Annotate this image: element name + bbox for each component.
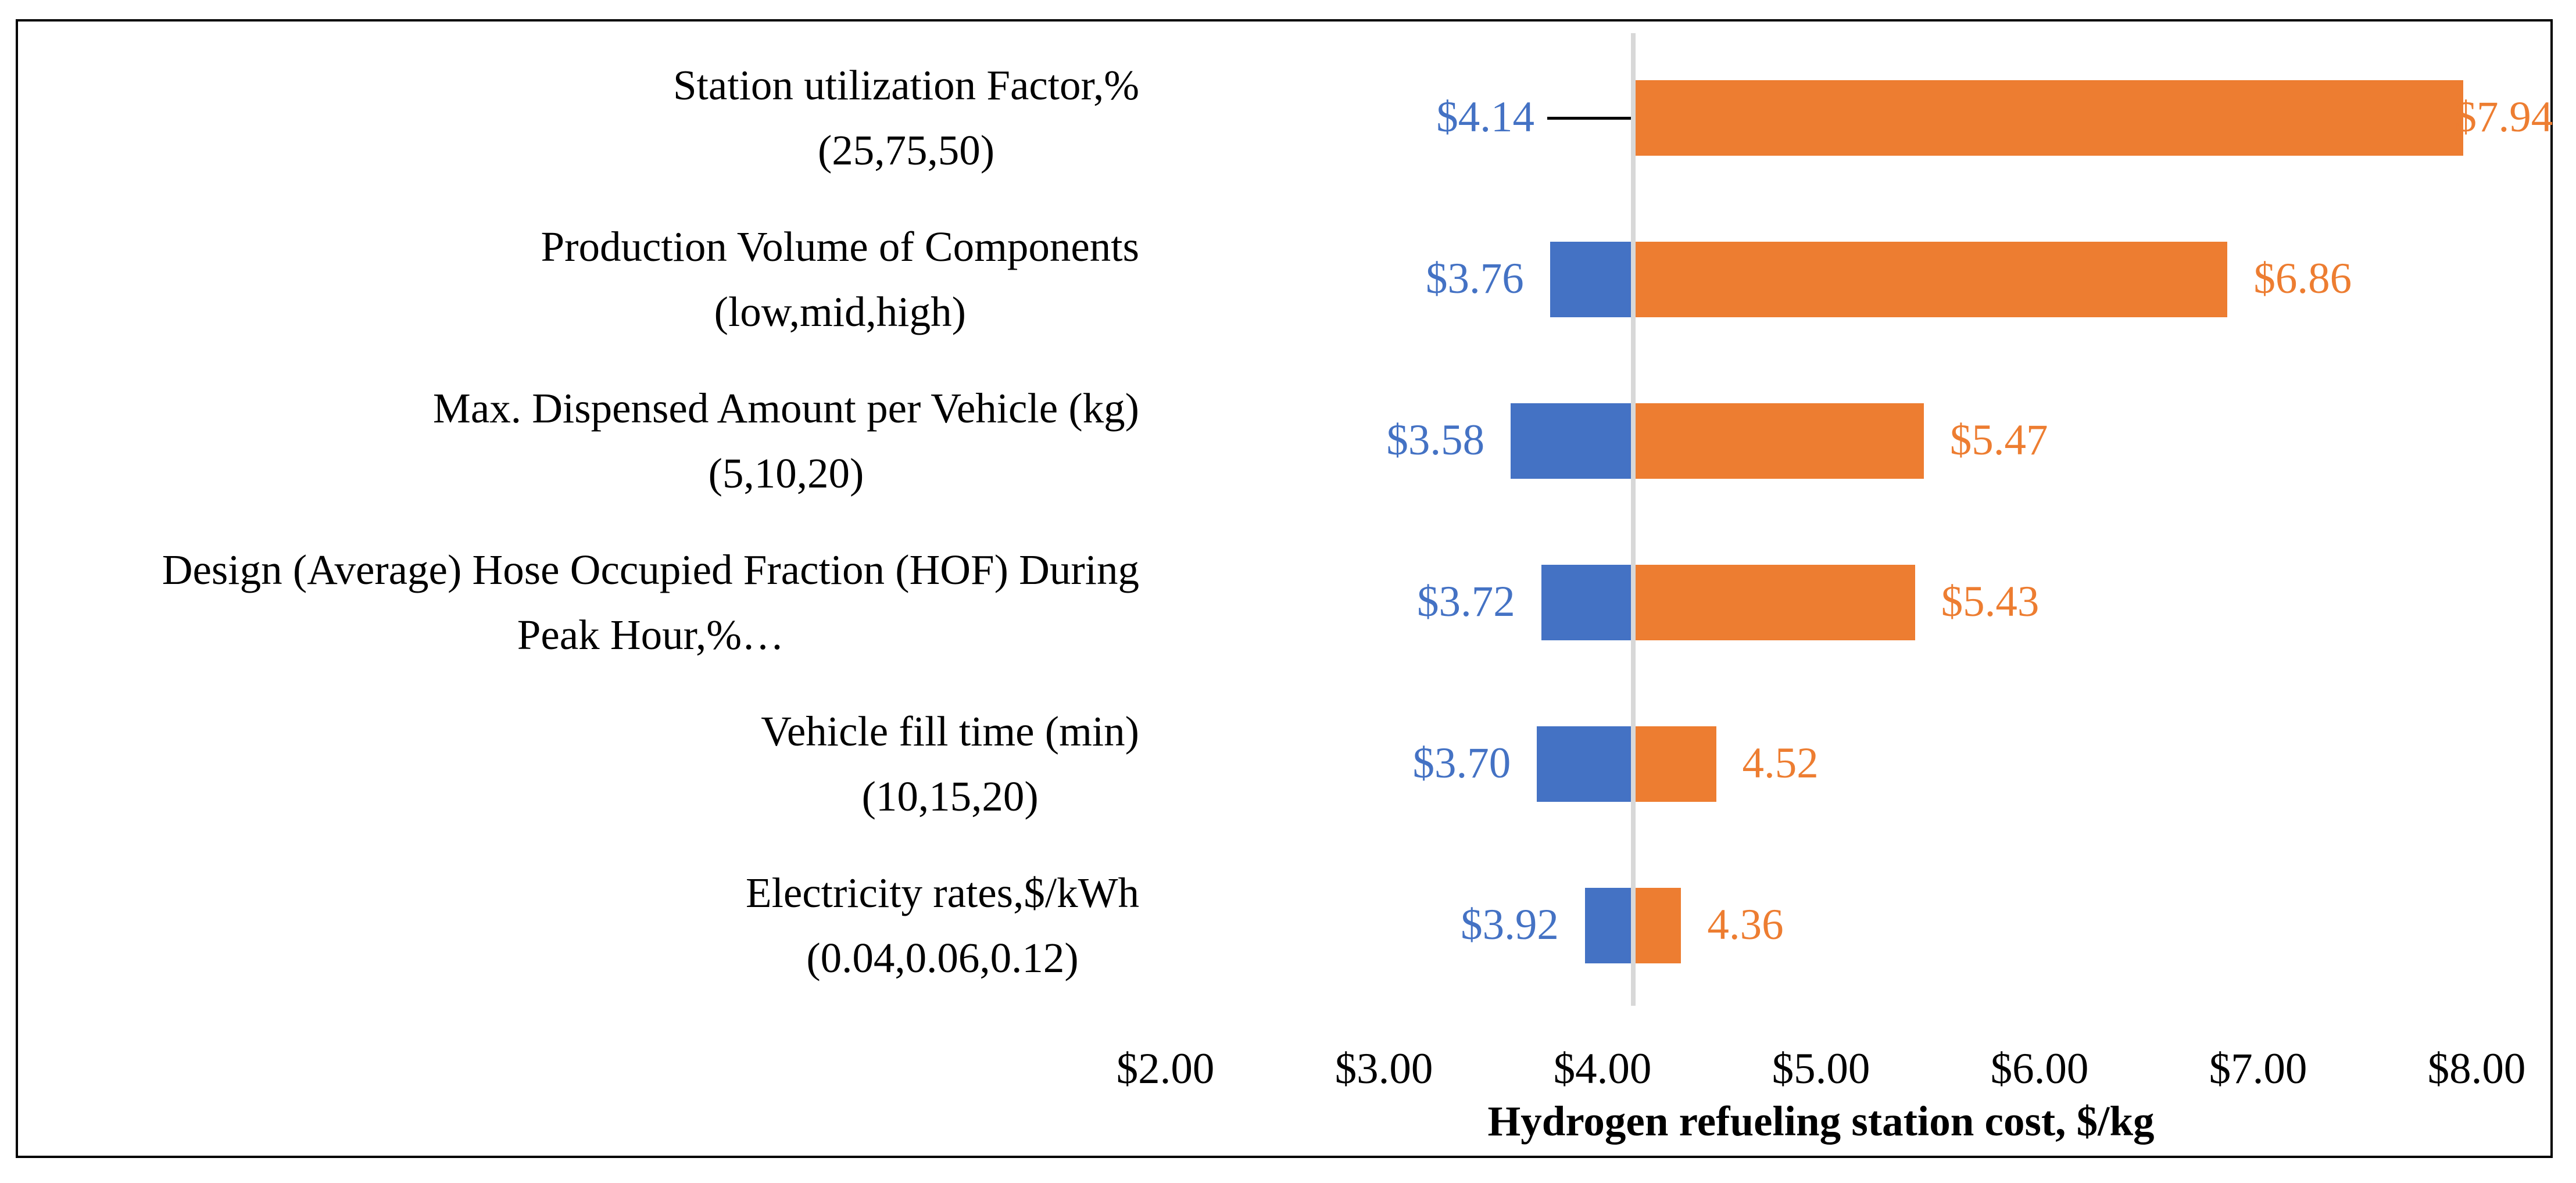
low-value-label: $3.76	[1426, 254, 1524, 303]
x-axis-tick-label: $7.00	[2209, 1045, 2307, 1093]
high-value-label: 4.52	[1742, 739, 1819, 787]
bar-low	[1550, 242, 1633, 317]
high-value-label: $7.94	[2455, 93, 2553, 141]
x-axis-title: Hydrogen refueling station cost, $/kg	[1487, 1098, 2155, 1145]
x-axis-tick-label: $2.00	[1116, 1045, 1215, 1093]
x-axis-tick-label: $6.00	[1990, 1045, 2089, 1093]
category-label-line: (0.04,0.06,0.12)	[806, 934, 1079, 981]
category-label: Max. Dispensed Amount per Vehicle (kg) (5…	[433, 376, 1139, 506]
category-label-line: Design (Average) Hose Occupied Fraction …	[162, 546, 1139, 593]
bar-high	[1633, 242, 2228, 317]
category-label-line: (low,mid,high)	[714, 288, 966, 335]
x-axis-tick-label: $8.00	[2427, 1045, 2526, 1093]
x-axis-tick-label: $5.00	[1772, 1045, 1870, 1093]
category-label-line: (5,10,20)	[708, 450, 864, 497]
bar-high	[1633, 888, 1681, 963]
category-label-line: Production Volume of Components	[541, 223, 1139, 270]
bar-low	[1537, 726, 1633, 802]
high-value-label: 4.36	[1707, 901, 1784, 949]
bar-low	[1511, 403, 1633, 479]
category-label-line: Vehicle fill time (min)	[761, 708, 1139, 755]
chart-border	[16, 19, 2553, 1158]
baseline-gridline	[1630, 33, 1636, 1006]
low-value-label: $3.92	[1461, 901, 1559, 949]
category-label-line: Peak Hour,%…	[517, 611, 785, 658]
category-label: Station utilization Factor,% (25,75,50)	[673, 53, 1139, 183]
bar-high	[1633, 565, 1915, 640]
low-value-label: $3.72	[1416, 578, 1515, 626]
low-value-label: $3.70	[1412, 739, 1511, 787]
category-label: Design (Average) Hose Occupied Fraction …	[162, 537, 1139, 668]
bar-high	[1633, 726, 1716, 802]
bar-low	[1541, 565, 1633, 640]
category-label-line: Electricity rates,$/kWh	[746, 869, 1139, 916]
category-label-line: Station utilization Factor,%	[673, 62, 1139, 109]
category-label-line: Max. Dispensed Amount per Vehicle (kg)	[432, 385, 1139, 432]
category-label-line: (25,75,50)	[817, 127, 995, 174]
category-label: Vehicle fill time (min) (10,15,20)	[761, 699, 1139, 829]
category-label: Electricity rates,$/kWh (0.04,0.06,0.12)	[746, 861, 1139, 991]
category-label: Production Volume of Components (low,mid,…	[541, 214, 1139, 345]
bar-low	[1584, 888, 1633, 963]
high-value-label: $5.47	[1949, 416, 2048, 464]
callout-leader-line	[1547, 117, 1631, 120]
category-label-line: (10,15,20)	[861, 773, 1039, 820]
bar-high	[1633, 403, 1924, 479]
x-axis-tick-label: $3.00	[1334, 1045, 1433, 1093]
high-value-label: $6.86	[2253, 254, 2352, 303]
low-value-label: $4.14	[1436, 93, 1534, 141]
bar-high	[1633, 80, 2464, 156]
x-axis-tick-label: $4.00	[1553, 1045, 1652, 1093]
low-value-label: $3.58	[1386, 416, 1485, 464]
high-value-label: $5.43	[1941, 578, 2040, 626]
